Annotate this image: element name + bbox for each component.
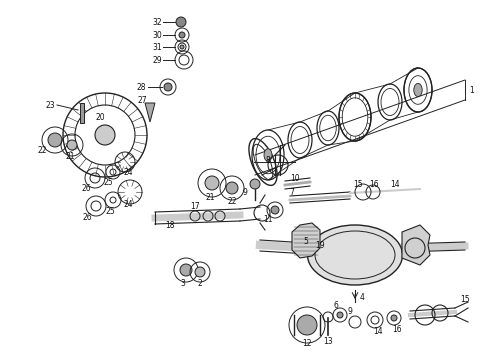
Polygon shape xyxy=(292,223,320,258)
Circle shape xyxy=(205,176,219,190)
Text: 2: 2 xyxy=(197,279,202,288)
Text: 13: 13 xyxy=(323,338,333,346)
Circle shape xyxy=(48,133,62,147)
Text: 29: 29 xyxy=(152,55,162,64)
Polygon shape xyxy=(402,225,430,265)
Text: 18: 18 xyxy=(165,220,175,230)
Text: 24: 24 xyxy=(123,167,133,176)
Circle shape xyxy=(176,17,186,27)
Text: 16: 16 xyxy=(369,180,379,189)
Text: 9: 9 xyxy=(243,188,247,197)
Text: 20: 20 xyxy=(95,113,105,122)
Circle shape xyxy=(195,267,205,277)
Text: 22: 22 xyxy=(227,197,237,206)
Text: 7: 7 xyxy=(290,188,294,197)
Ellipse shape xyxy=(264,149,272,161)
FancyBboxPatch shape xyxy=(80,103,84,123)
Text: 30: 30 xyxy=(152,31,162,40)
Text: 8: 8 xyxy=(266,156,270,165)
Text: 14: 14 xyxy=(390,180,400,189)
Text: 12: 12 xyxy=(302,339,312,348)
Text: 15: 15 xyxy=(353,180,363,189)
Text: 21: 21 xyxy=(65,152,75,161)
Text: 21: 21 xyxy=(205,193,215,202)
Text: 5: 5 xyxy=(304,237,308,246)
Text: 22: 22 xyxy=(37,145,47,154)
Text: 3: 3 xyxy=(180,279,185,288)
Ellipse shape xyxy=(414,84,422,96)
Text: 6: 6 xyxy=(334,302,339,310)
Text: 14: 14 xyxy=(373,327,383,336)
Text: 19: 19 xyxy=(315,240,325,249)
Circle shape xyxy=(337,312,343,318)
Text: 23: 23 xyxy=(45,100,55,109)
Text: 26: 26 xyxy=(82,212,92,221)
Text: 9: 9 xyxy=(347,307,352,316)
Text: 11: 11 xyxy=(263,215,273,224)
Text: 16: 16 xyxy=(392,324,402,333)
Text: 27: 27 xyxy=(137,95,147,104)
Circle shape xyxy=(164,83,172,91)
Text: 31: 31 xyxy=(152,42,162,51)
Text: 4: 4 xyxy=(360,293,365,302)
Text: 26: 26 xyxy=(81,184,91,193)
Circle shape xyxy=(95,125,115,145)
Circle shape xyxy=(180,45,184,49)
Circle shape xyxy=(391,315,397,321)
Text: 24: 24 xyxy=(123,199,133,208)
Polygon shape xyxy=(145,103,155,122)
Ellipse shape xyxy=(308,225,402,285)
Text: 15: 15 xyxy=(460,296,470,305)
Circle shape xyxy=(297,315,317,335)
Circle shape xyxy=(271,206,279,214)
Circle shape xyxy=(179,32,185,38)
Text: 10: 10 xyxy=(290,174,300,183)
Text: 25: 25 xyxy=(105,207,115,216)
Text: 25: 25 xyxy=(103,177,113,186)
Circle shape xyxy=(250,179,260,189)
Text: 1: 1 xyxy=(469,86,474,95)
Circle shape xyxy=(180,264,192,276)
Text: 17: 17 xyxy=(190,202,200,211)
Text: 32: 32 xyxy=(152,18,162,27)
Text: 28: 28 xyxy=(136,82,146,91)
Circle shape xyxy=(67,140,77,150)
Circle shape xyxy=(226,182,238,194)
